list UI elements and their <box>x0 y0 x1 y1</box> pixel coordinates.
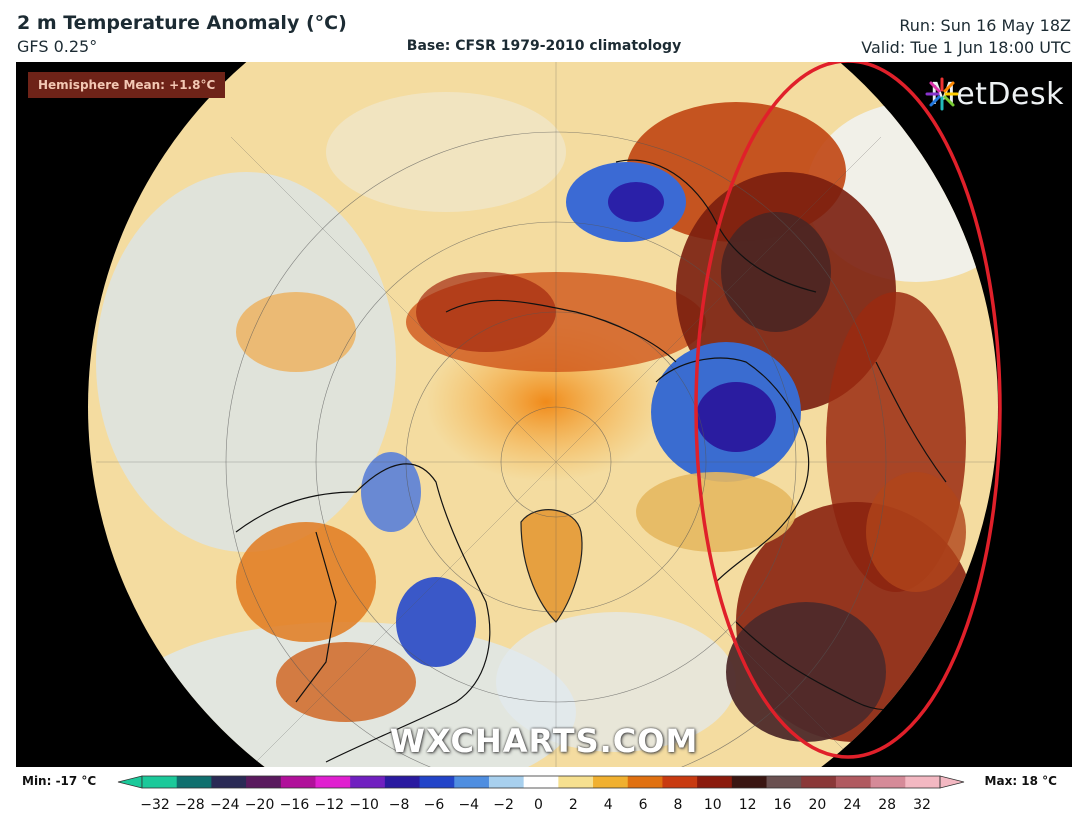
scale-tick-label: −16 <box>279 797 310 813</box>
scale-swatch <box>558 776 594 788</box>
scale-arrow-left <box>117 775 143 789</box>
base-climatology-label: Base: CFSR 1979-2010 climatology <box>406 38 682 54</box>
scale-tick-label: −20 <box>244 797 275 813</box>
scale-swatch <box>419 776 455 788</box>
scale-tick-label: 4 <box>603 797 613 813</box>
scale-tick-label: −12 <box>314 797 345 813</box>
scale-tick-label: 0 <box>534 797 543 813</box>
scale-swatch <box>488 776 525 788</box>
scale-swatch <box>176 776 212 788</box>
scale-tick-label: 20 <box>808 797 827 813</box>
scale-tick-label: −2 <box>493 797 514 813</box>
scale-tick-label: −28 <box>175 797 205 813</box>
model-label: GFS 0.25° <box>17 37 98 56</box>
valid-time-label: Valid: Tue 1 Jun 18:00 UTC <box>861 38 1071 57</box>
polar-map: Hemisphere Mean: +1.8°C MetDesk WXCHARTS… <box>16 62 1072 767</box>
metdesk-logo: MetDesk <box>924 76 1064 112</box>
scale-tick-label: 16 <box>773 797 792 813</box>
scale-swatch <box>801 776 837 788</box>
scale-swatch <box>246 776 282 788</box>
scale-swatch <box>835 776 872 788</box>
scale-tick-label: 12 <box>738 797 757 813</box>
scale-arrow-right <box>939 775 965 789</box>
scale-tick-label: −4 <box>458 797 480 813</box>
scale-swatch <box>315 776 351 788</box>
scale-swatch <box>627 776 663 788</box>
scale-swatch <box>211 776 247 788</box>
highlight-ellipse <box>694 62 1002 759</box>
scale-swatch <box>870 776 906 788</box>
scale-swatch <box>454 776 490 788</box>
scale-swatch <box>731 776 768 788</box>
scale-tick-label: 8 <box>673 797 683 813</box>
scale-tick-label: 32 <box>913 797 931 813</box>
scale-tick-label: 28 <box>878 797 897 813</box>
scale-swatch <box>142 776 178 788</box>
scale-swatch <box>523 776 559 788</box>
scale-swatch <box>766 776 802 788</box>
scale-swatch <box>662 776 698 788</box>
scale-tick-label: −8 <box>388 797 410 813</box>
color-scale-bar <box>117 775 965 789</box>
scale-tick-label: −24 <box>209 797 240 813</box>
scale-swatch <box>593 776 629 788</box>
scale-max-label: Max: 18 °C <box>984 774 1057 788</box>
scale-swatch <box>350 776 386 788</box>
hemisphere-mean-badge: Hemisphere Mean: +1.8°C <box>28 72 226 98</box>
scale-tick-label: −6 <box>423 797 445 813</box>
scale-swatch <box>697 776 733 788</box>
run-label: Run: Sun 16 May 18Z <box>899 16 1071 35</box>
anomaly-field <box>88 62 1002 767</box>
chart-title: 2 m Temperature Anomaly (°C) <box>17 12 347 34</box>
scale-swatch <box>384 776 421 788</box>
scale-tick-label: −10 <box>349 797 379 813</box>
scale-tick-label: 2 <box>568 797 578 813</box>
scale-tick-label: 6 <box>638 797 648 813</box>
scale-tick-label: 24 <box>843 797 862 813</box>
scale-tick-label: 10 <box>703 797 722 813</box>
metdesk-sun-icon <box>925 77 959 111</box>
scale-swatch <box>905 776 941 788</box>
scale-swatch <box>280 776 316 788</box>
scale-min-label: Min: -17 °C <box>22 774 97 788</box>
scale-tick-label: −32 <box>140 797 170 813</box>
watermark: WXCHARTS.COM <box>389 722 699 760</box>
